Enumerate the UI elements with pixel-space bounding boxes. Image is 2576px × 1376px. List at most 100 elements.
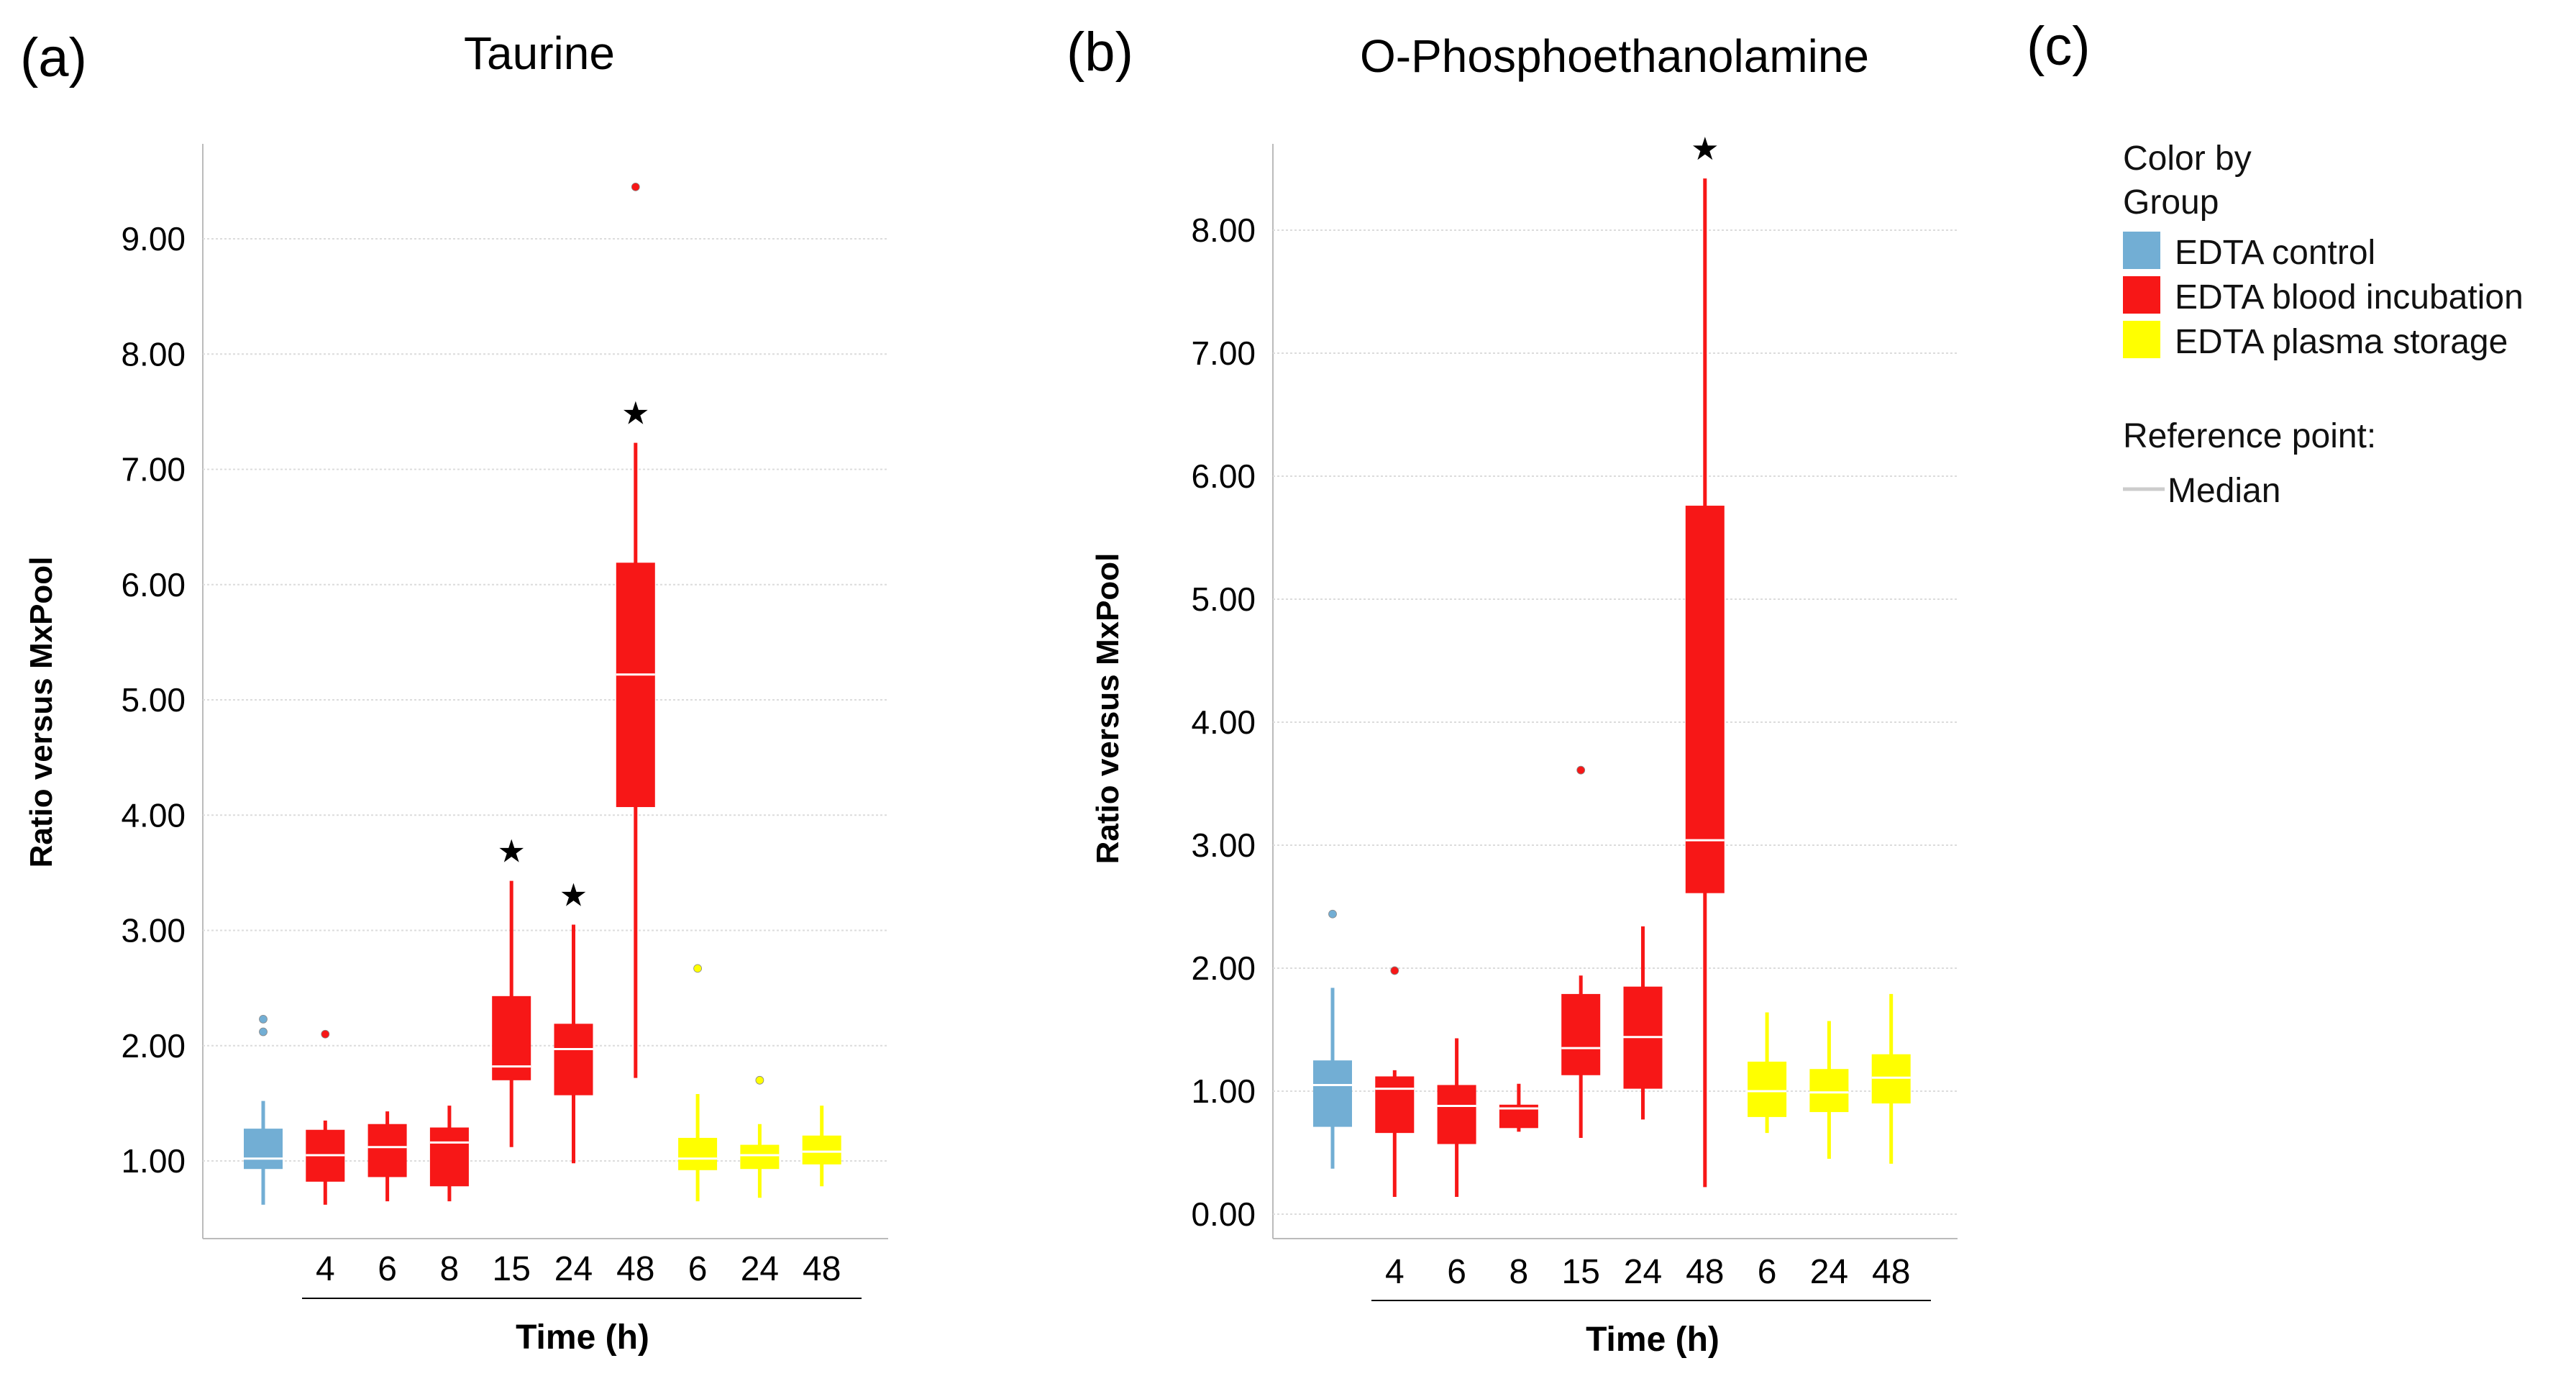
box-iqr <box>1375 1076 1415 1134</box>
panel-label-c: (c) <box>2027 16 2091 77</box>
box-plasma-storage-6h <box>678 964 718 1202</box>
chart-title: O-Phosphoethanolamine <box>1360 30 1869 82</box>
panel-label-a: (a) <box>20 27 87 88</box>
y-tick-label: 7.00 <box>121 451 186 488</box>
box-blood-incubation-4h <box>306 1029 345 1205</box>
x-tick-label: 15 <box>1562 1253 1600 1291</box>
x-tick-label: 8 <box>1509 1253 1529 1291</box>
outlier-point <box>259 1027 268 1036</box>
box-blood-incubation-8h <box>1499 1083 1538 1132</box>
box-iqr <box>554 1024 593 1095</box>
y-tick-label: 6.00 <box>1191 457 1256 495</box>
box-plasma-storage-48h <box>1871 993 1911 1164</box>
box-iqr <box>802 1135 841 1165</box>
y-tick-label: 4.00 <box>121 796 186 834</box>
legend: Color by Group EDTA control EDTA blood i… <box>2123 140 2524 510</box>
x-tick-label: 6 <box>1758 1253 1777 1291</box>
significance-star: ★ <box>1691 131 1719 168</box>
box-iqr <box>1313 1060 1352 1127</box>
x-tick-label: 24 <box>554 1250 593 1288</box>
x-axis-label: Time (h) <box>516 1318 649 1357</box>
box-plasma-storage-6h <box>1748 1012 1787 1134</box>
box-iqr <box>1561 993 1601 1075</box>
box-blood-incubation-6h <box>1437 1038 1476 1198</box>
x-tick-label: 24 <box>741 1250 779 1288</box>
box-iqr <box>244 1129 283 1170</box>
box-plasma-storage-24h <box>740 1075 780 1198</box>
x-tick-label: 48 <box>1872 1253 1910 1291</box>
box-iqr <box>1871 1054 1911 1104</box>
outlier-point <box>1390 966 1399 975</box>
box-blood-incubation-24h: ★ <box>554 877 593 1164</box>
x-tick-label: 4 <box>1385 1253 1405 1291</box>
box-iqr <box>616 562 655 808</box>
panel-label-b: (b) <box>1067 22 1133 83</box>
y-tick-label: 2.00 <box>1191 949 1256 987</box>
box-iqr <box>1685 506 1725 893</box>
x-axis-label: Time (h) <box>1586 1321 1719 1359</box>
y-tick-label: 9.00 <box>121 220 186 258</box>
y-tick-label: 1.00 <box>1191 1072 1256 1110</box>
y-tick-label: 6.00 <box>121 566 186 603</box>
y-tick-label: 0.00 <box>1191 1195 1256 1233</box>
legend-label-edta-plasma-storage: EDTA plasma storage <box>2175 323 2508 361</box>
x-tick-label: 6 <box>688 1250 708 1288</box>
legend-title-line2: Group <box>2123 183 2219 222</box>
outlier-point <box>755 1075 764 1085</box>
box-plasma-storage-48h <box>802 1106 841 1187</box>
legend-reference-title: Reference point: <box>2123 417 2376 455</box>
x-tick-label: 4 <box>316 1250 335 1288</box>
box-plasma-storage-24h <box>1809 1021 1849 1159</box>
legend-swatch-edta-plasma-storage <box>2123 321 2160 358</box>
box-blood-incubation-8h <box>429 1106 469 1202</box>
box-iqr <box>1437 1085 1476 1144</box>
y-tick-label: 4.00 <box>1191 703 1256 741</box>
y-tick-label: 3.00 <box>1191 826 1256 864</box>
y-tick-label: 5.00 <box>121 681 186 719</box>
y-tick-label: 1.00 <box>121 1142 186 1180</box>
y-tick-label: 8.00 <box>121 335 186 373</box>
x-tick-label: 24 <box>1810 1253 1848 1291</box>
chart-taurine: Taurine Ratio versus MxPool Time (h) 1.0… <box>24 27 888 1357</box>
chart-o-phosphoethanolamine: O-Phosphoethanolamine Ratio versus MxPoo… <box>1090 30 1958 1359</box>
legend-label-edta-control: EDTA control <box>2175 234 2375 272</box>
legend-title-line1: Color by <box>2123 140 2252 178</box>
x-tick-label: 48 <box>616 1250 654 1288</box>
x-tick-label: 48 <box>1686 1253 1724 1291</box>
legend-reference-median: Median <box>2168 472 2280 510</box>
box-blood-incubation-48h: ★ <box>616 182 655 1078</box>
y-axis-label: Ratio versus MxPool <box>24 557 59 868</box>
box-blood-incubation-15h <box>1561 765 1601 1138</box>
box-blood-incubation-48h: ★ <box>1685 131 1725 1188</box>
y-tick-label: 8.00 <box>1191 211 1256 249</box>
outlier-point <box>631 182 640 191</box>
outlier-point <box>693 964 702 973</box>
y-tick-label: 7.00 <box>1191 334 1256 372</box>
x-tick-label: 6 <box>1447 1253 1466 1291</box>
x-tick-label: 48 <box>803 1250 841 1288</box>
x-tick-label: 6 <box>378 1250 397 1288</box>
y-axis-label: Ratio versus MxPool <box>1090 553 1125 865</box>
x-tick-label: 24 <box>1624 1253 1662 1291</box>
outlier-point <box>1576 765 1586 775</box>
legend-label-edta-blood-incubation: EDTA blood incubation <box>2175 278 2524 316</box>
y-tick-label: 5.00 <box>1191 580 1256 618</box>
y-tick-label: 2.00 <box>121 1027 186 1065</box>
box-blood-incubation-6h <box>367 1111 407 1202</box>
box-iqr <box>492 995 531 1080</box>
y-tick-label: 3.00 <box>121 912 186 949</box>
box-blood-incubation-24h <box>1623 926 1663 1120</box>
box-iqr <box>678 1137 718 1170</box>
significance-star: ★ <box>497 834 525 870</box>
box-control <box>244 1014 283 1205</box>
box-iqr <box>367 1124 407 1177</box>
chart-title: Taurine <box>464 27 615 79</box>
box-iqr <box>429 1127 469 1187</box>
legend-swatch-edta-control <box>2123 232 2160 269</box>
x-tick-label: 15 <box>493 1250 531 1288</box>
outlier-point <box>321 1029 330 1039</box>
legend-swatch-edta-blood-incubation <box>2123 276 2160 314</box>
significance-star: ★ <box>559 877 588 913</box>
box-iqr <box>1809 1069 1849 1113</box>
box-iqr <box>1748 1061 1787 1117</box>
